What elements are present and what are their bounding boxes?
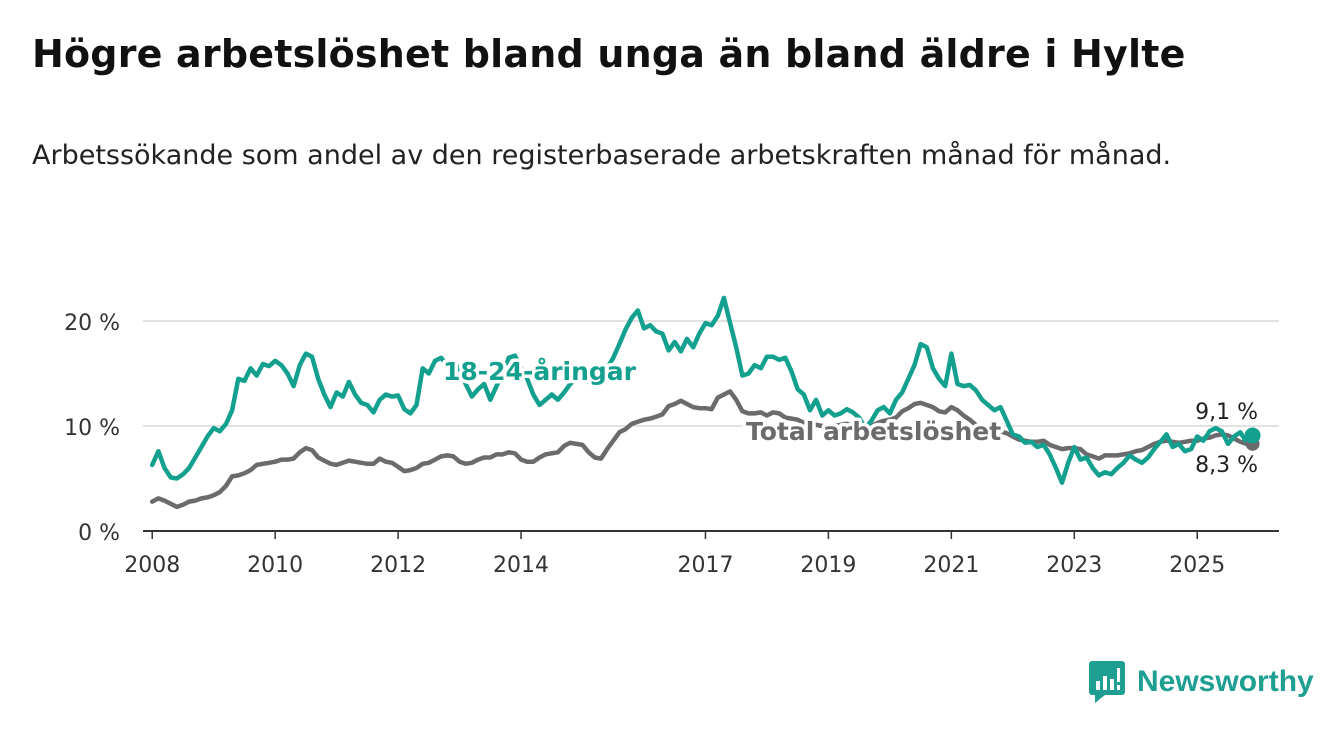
brand-name: Newsworthy [1137, 665, 1314, 698]
newsworthy-logo: Newsworthy [1089, 660, 1314, 704]
end-label-total: 8,3 % [1195, 453, 1258, 478]
y-axis: 0 % 10 % 20 % [64, 311, 120, 546]
x-tick-label: 2019 [800, 553, 856, 578]
x-tick-label: 2021 [923, 553, 979, 578]
gridlines [143, 320, 1279, 427]
series-label-total: Total arbetslöshet [746, 417, 1001, 446]
series-label-youth: 18-24-åringar [443, 357, 637, 386]
series-labels: 18-24-åringar Total arbetslöshet 9,1 % 8,3 … [440, 354, 1262, 482]
chart-subtitle: Arbetssökande som andel av den registerb… [32, 140, 1172, 171]
y-tick-label: 10 % [64, 416, 120, 441]
end-label-youth: 9,1 % [1195, 400, 1258, 425]
x-tick-label: 2023 [1046, 553, 1102, 578]
series-line-youth [149, 295, 1255, 485]
x-tick-label: 2008 [124, 553, 180, 578]
x-axis: 2008 2010 2012 2014 2017 2019 2021 2023 2025 [124, 530, 1279, 578]
x-tick-label: 2025 [1169, 553, 1225, 578]
x-tick-label: 2012 [370, 553, 426, 578]
y-tick-label: 20 % [64, 311, 120, 336]
series-group [149, 295, 1261, 510]
chart-title: Högre arbetslöshet bland unga än bland ä… [32, 32, 1186, 76]
x-tick-label: 2014 [493, 553, 549, 578]
x-tick-label: 2017 [677, 553, 733, 578]
series-end-point-youth [1244, 427, 1261, 444]
y-tick-label: 0 % [78, 521, 120, 546]
x-tick-label: 2010 [247, 553, 303, 578]
bar-chart-speech-icon [1089, 661, 1125, 703]
series-line-total [149, 389, 1255, 510]
